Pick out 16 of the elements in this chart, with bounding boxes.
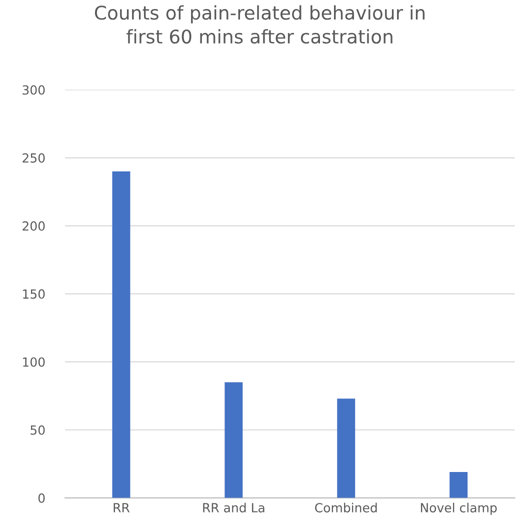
y-tick-label: 100 [23,357,45,367]
chart-title: Counts of pain-related behaviour in first 60 mins after castration [94,5,425,44]
y-tick-label: 50 [30,425,45,435]
y-tick-label: 150 [23,289,45,299]
x-tick-label: Novel clamp [420,502,497,515]
bar [224,382,243,498]
bar [112,171,130,498]
y-tick-label: 300 [22,85,45,95]
x-tick-label: Combined [315,502,377,512]
y-tick-label: 0 [38,493,45,503]
x-tick-label: RR and La [203,502,264,512]
y-tick-label: 200 [22,221,45,231]
y-tick-label: 250 [22,153,45,163]
x-tick-label: RR [114,503,130,512]
bar [337,398,356,498]
bar [450,472,468,498]
